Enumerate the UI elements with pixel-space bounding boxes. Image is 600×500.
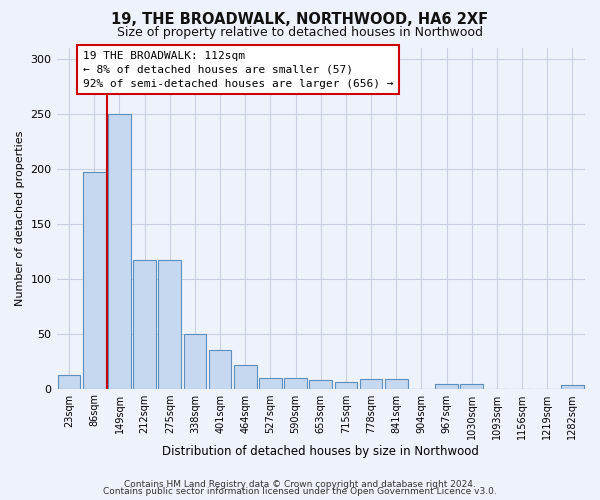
Bar [108, 114, 131, 388]
Bar [284, 378, 307, 388]
Bar [234, 366, 257, 388]
Bar [435, 384, 458, 388]
Bar [561, 386, 584, 388]
Text: Contains public sector information licensed under the Open Government Licence v3: Contains public sector information licen… [103, 488, 497, 496]
Bar [58, 376, 80, 388]
Bar [360, 378, 382, 388]
Bar [335, 382, 357, 388]
Y-axis label: Number of detached properties: Number of detached properties [15, 130, 25, 306]
Bar [460, 384, 483, 388]
Bar [184, 334, 206, 388]
Text: 19 THE BROADWALK: 112sqm
← 8% of detached houses are smaller (57)
92% of semi-de: 19 THE BROADWALK: 112sqm ← 8% of detache… [83, 51, 394, 89]
Bar [310, 380, 332, 388]
Bar [133, 260, 156, 388]
Text: Size of property relative to detached houses in Northwood: Size of property relative to detached ho… [117, 26, 483, 39]
Bar [158, 260, 181, 388]
Bar [209, 350, 232, 389]
Text: Contains HM Land Registry data © Crown copyright and database right 2024.: Contains HM Land Registry data © Crown c… [124, 480, 476, 489]
X-axis label: Distribution of detached houses by size in Northwood: Distribution of detached houses by size … [163, 444, 479, 458]
Bar [259, 378, 282, 388]
Bar [83, 172, 106, 388]
Bar [385, 378, 407, 388]
Text: 19, THE BROADWALK, NORTHWOOD, HA6 2XF: 19, THE BROADWALK, NORTHWOOD, HA6 2XF [112, 12, 488, 28]
